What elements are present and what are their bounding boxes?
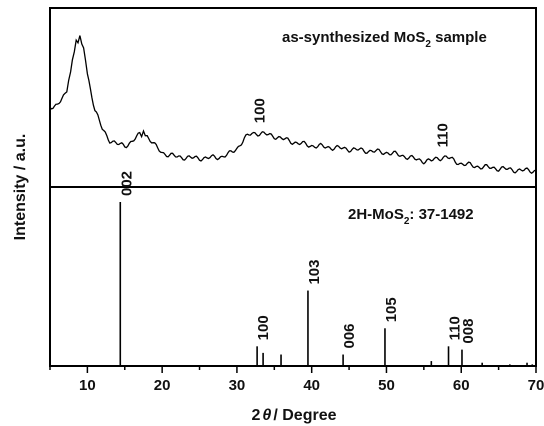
peak-label: 105	[383, 297, 400, 322]
x-tick-label: 10	[79, 377, 96, 394]
x-axis-ticks: 10 20 30 40 50 60 70	[49, 366, 544, 394]
x-tick-label: 30	[229, 377, 246, 394]
x-tick-label: 50	[378, 377, 395, 394]
as-synthesized-pattern-line	[49, 35, 536, 175]
x-tick-label: 60	[453, 377, 470, 394]
top-peak-labels: 100 110	[251, 98, 451, 147]
x-axis-title: 2 θ / Degree	[252, 407, 337, 424]
peak-label: 100	[255, 315, 272, 340]
y-axis-title: Intensity / a.u.	[12, 134, 29, 241]
peak-label: 110	[447, 316, 464, 340]
peak-label: 100	[251, 98, 268, 123]
peak-label: 008	[460, 319, 477, 344]
x-tick-label: 70	[528, 377, 544, 394]
peak-label: 103	[306, 260, 323, 285]
reference-bars	[119, 202, 534, 366]
peak-label: 110	[435, 123, 452, 147]
peak-label: 006	[341, 323, 358, 348]
x-tick-label: 20	[154, 377, 171, 394]
bottom-panel-title: 2H-MoS2: 37-1492	[348, 206, 474, 227]
top-panel-title: as-synthesized MoS2 sample	[282, 29, 487, 50]
x-tick-label: 40	[303, 377, 320, 394]
peak-label: 002	[118, 171, 135, 196]
